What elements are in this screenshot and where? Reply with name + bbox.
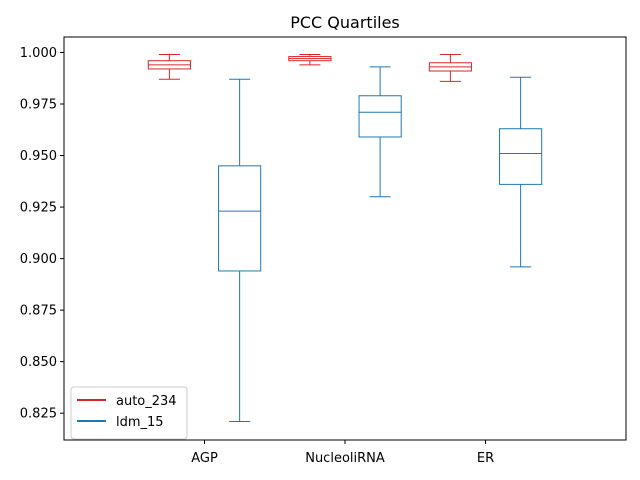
y-tick-label: 0.925 <box>20 201 57 216</box>
box-iqr <box>218 165 262 272</box>
x-axis: AGP NucleoliRNA ER <box>191 440 494 466</box>
y-tick-label: 0.950 <box>20 149 57 164</box>
y-tick-label: 0.975 <box>20 97 57 112</box>
plot-area <box>147 54 543 422</box>
y-tick-label: 0.900 <box>20 252 57 267</box>
legend-auto-234-label: auto_234 <box>116 394 177 409</box>
x-tick-label: AGP <box>191 451 218 466</box>
box-ldm_15-AGP <box>218 78 262 422</box>
box-iqr <box>358 95 402 138</box>
y-tick-label: 0.825 <box>20 407 57 422</box>
box-ldm_15-ER <box>499 76 543 268</box>
y-tick-label: 0.850 <box>20 355 57 370</box>
plot-frame <box>63 36 627 441</box>
box-iqr <box>499 128 543 185</box>
box-auto_234-ER <box>428 54 472 82</box>
legend-ldm-15-label: ldm_15 <box>116 415 164 430</box>
y-axis: 0.825 0.850 0.875 0.900 0.925 0.950 0.975 1.000 <box>20 46 64 422</box>
box-auto_234-NucleoliRNA <box>288 54 332 66</box>
box-ldm_15-NucleoliRNA <box>358 66 402 198</box>
chart-title: PCC Quartiles <box>290 13 400 32</box>
box-auto_234-AGP <box>147 54 191 80</box>
x-tick-label: ER <box>477 451 494 466</box>
y-tick-label: 1.000 <box>20 46 57 61</box>
x-tick-label: NucleoliRNA <box>305 451 385 466</box>
y-tick-label: 0.875 <box>20 304 57 319</box>
legend: auto_234 ldm_15 <box>70 386 188 440</box>
